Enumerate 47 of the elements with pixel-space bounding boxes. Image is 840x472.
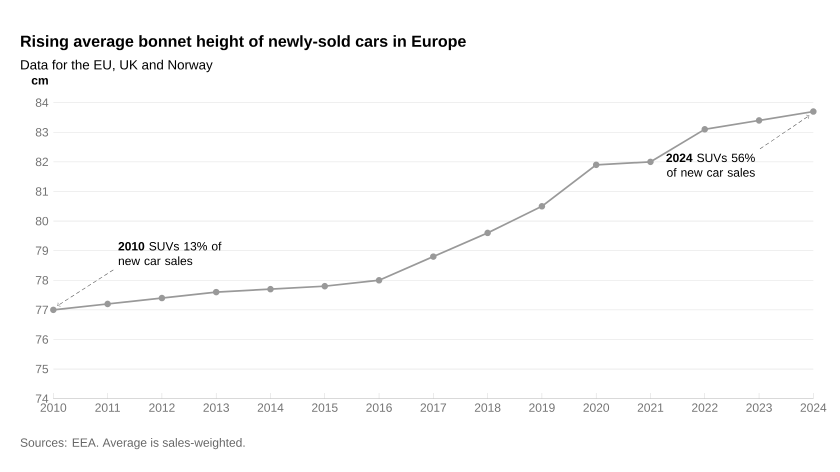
x-tick-label: 2011 xyxy=(95,403,120,412)
x-tick-label: 2012 xyxy=(149,403,175,412)
annotation: 2010 SUVs 13% of new car sales xyxy=(118,242,222,266)
point xyxy=(430,253,437,260)
x-tick-label: 2020 xyxy=(583,403,610,412)
x-tick-label: 2024 xyxy=(800,403,826,412)
y-tick-label: 78 xyxy=(36,276,48,285)
y-tick-label: 83 xyxy=(36,128,48,137)
x-tick-label: 2015 xyxy=(312,403,338,412)
x-tick-label: 2021 xyxy=(638,403,664,412)
y-axis-title: cm xyxy=(32,78,48,85)
chart-subtitle: Data for the EU, UK and Norway xyxy=(21,60,213,72)
x-tick-label: 2010 xyxy=(40,403,66,412)
point xyxy=(756,117,762,124)
y-tick-label: 77 xyxy=(36,306,48,314)
x-tick-label: 2013 xyxy=(203,403,230,412)
y-tick-label: 84 xyxy=(36,98,48,107)
y-tick-label: 80 xyxy=(36,216,48,226)
chart-title: Rising average bonnet height of newly-sold cars in Europe xyxy=(21,35,466,50)
point xyxy=(50,306,57,314)
point xyxy=(647,158,654,166)
point xyxy=(538,203,546,210)
x-tick-label: 2017 xyxy=(420,403,446,412)
point xyxy=(701,126,708,133)
point xyxy=(810,108,817,115)
point xyxy=(158,294,166,302)
y-tick-label: 82 xyxy=(36,158,48,166)
point xyxy=(376,277,382,284)
y-tick-label: 79 xyxy=(36,246,48,255)
x-tick-label: 2016 xyxy=(366,403,392,412)
y-tick-label: 75 xyxy=(36,364,48,374)
y-tick-label: 74 xyxy=(36,394,48,403)
y-tick-label: 76 xyxy=(36,335,48,344)
point xyxy=(104,300,111,308)
x-tick-label: 2023 xyxy=(746,403,772,412)
point xyxy=(267,286,274,292)
y-tick-label: 81 xyxy=(36,187,48,196)
x-tick-label: 2018 xyxy=(474,403,500,412)
point xyxy=(484,230,491,236)
point xyxy=(592,162,600,168)
point xyxy=(212,288,220,296)
source-note: Sources: EEA. Average is sales-weighted. xyxy=(20,438,245,450)
x-tick-label: 2022 xyxy=(692,403,718,412)
point xyxy=(321,282,328,290)
x-tick-label: 2014 xyxy=(258,403,284,412)
x-tick-label: 2019 xyxy=(529,403,555,412)
annotation: 2024 SUVs 56% of new car sales xyxy=(666,154,755,177)
